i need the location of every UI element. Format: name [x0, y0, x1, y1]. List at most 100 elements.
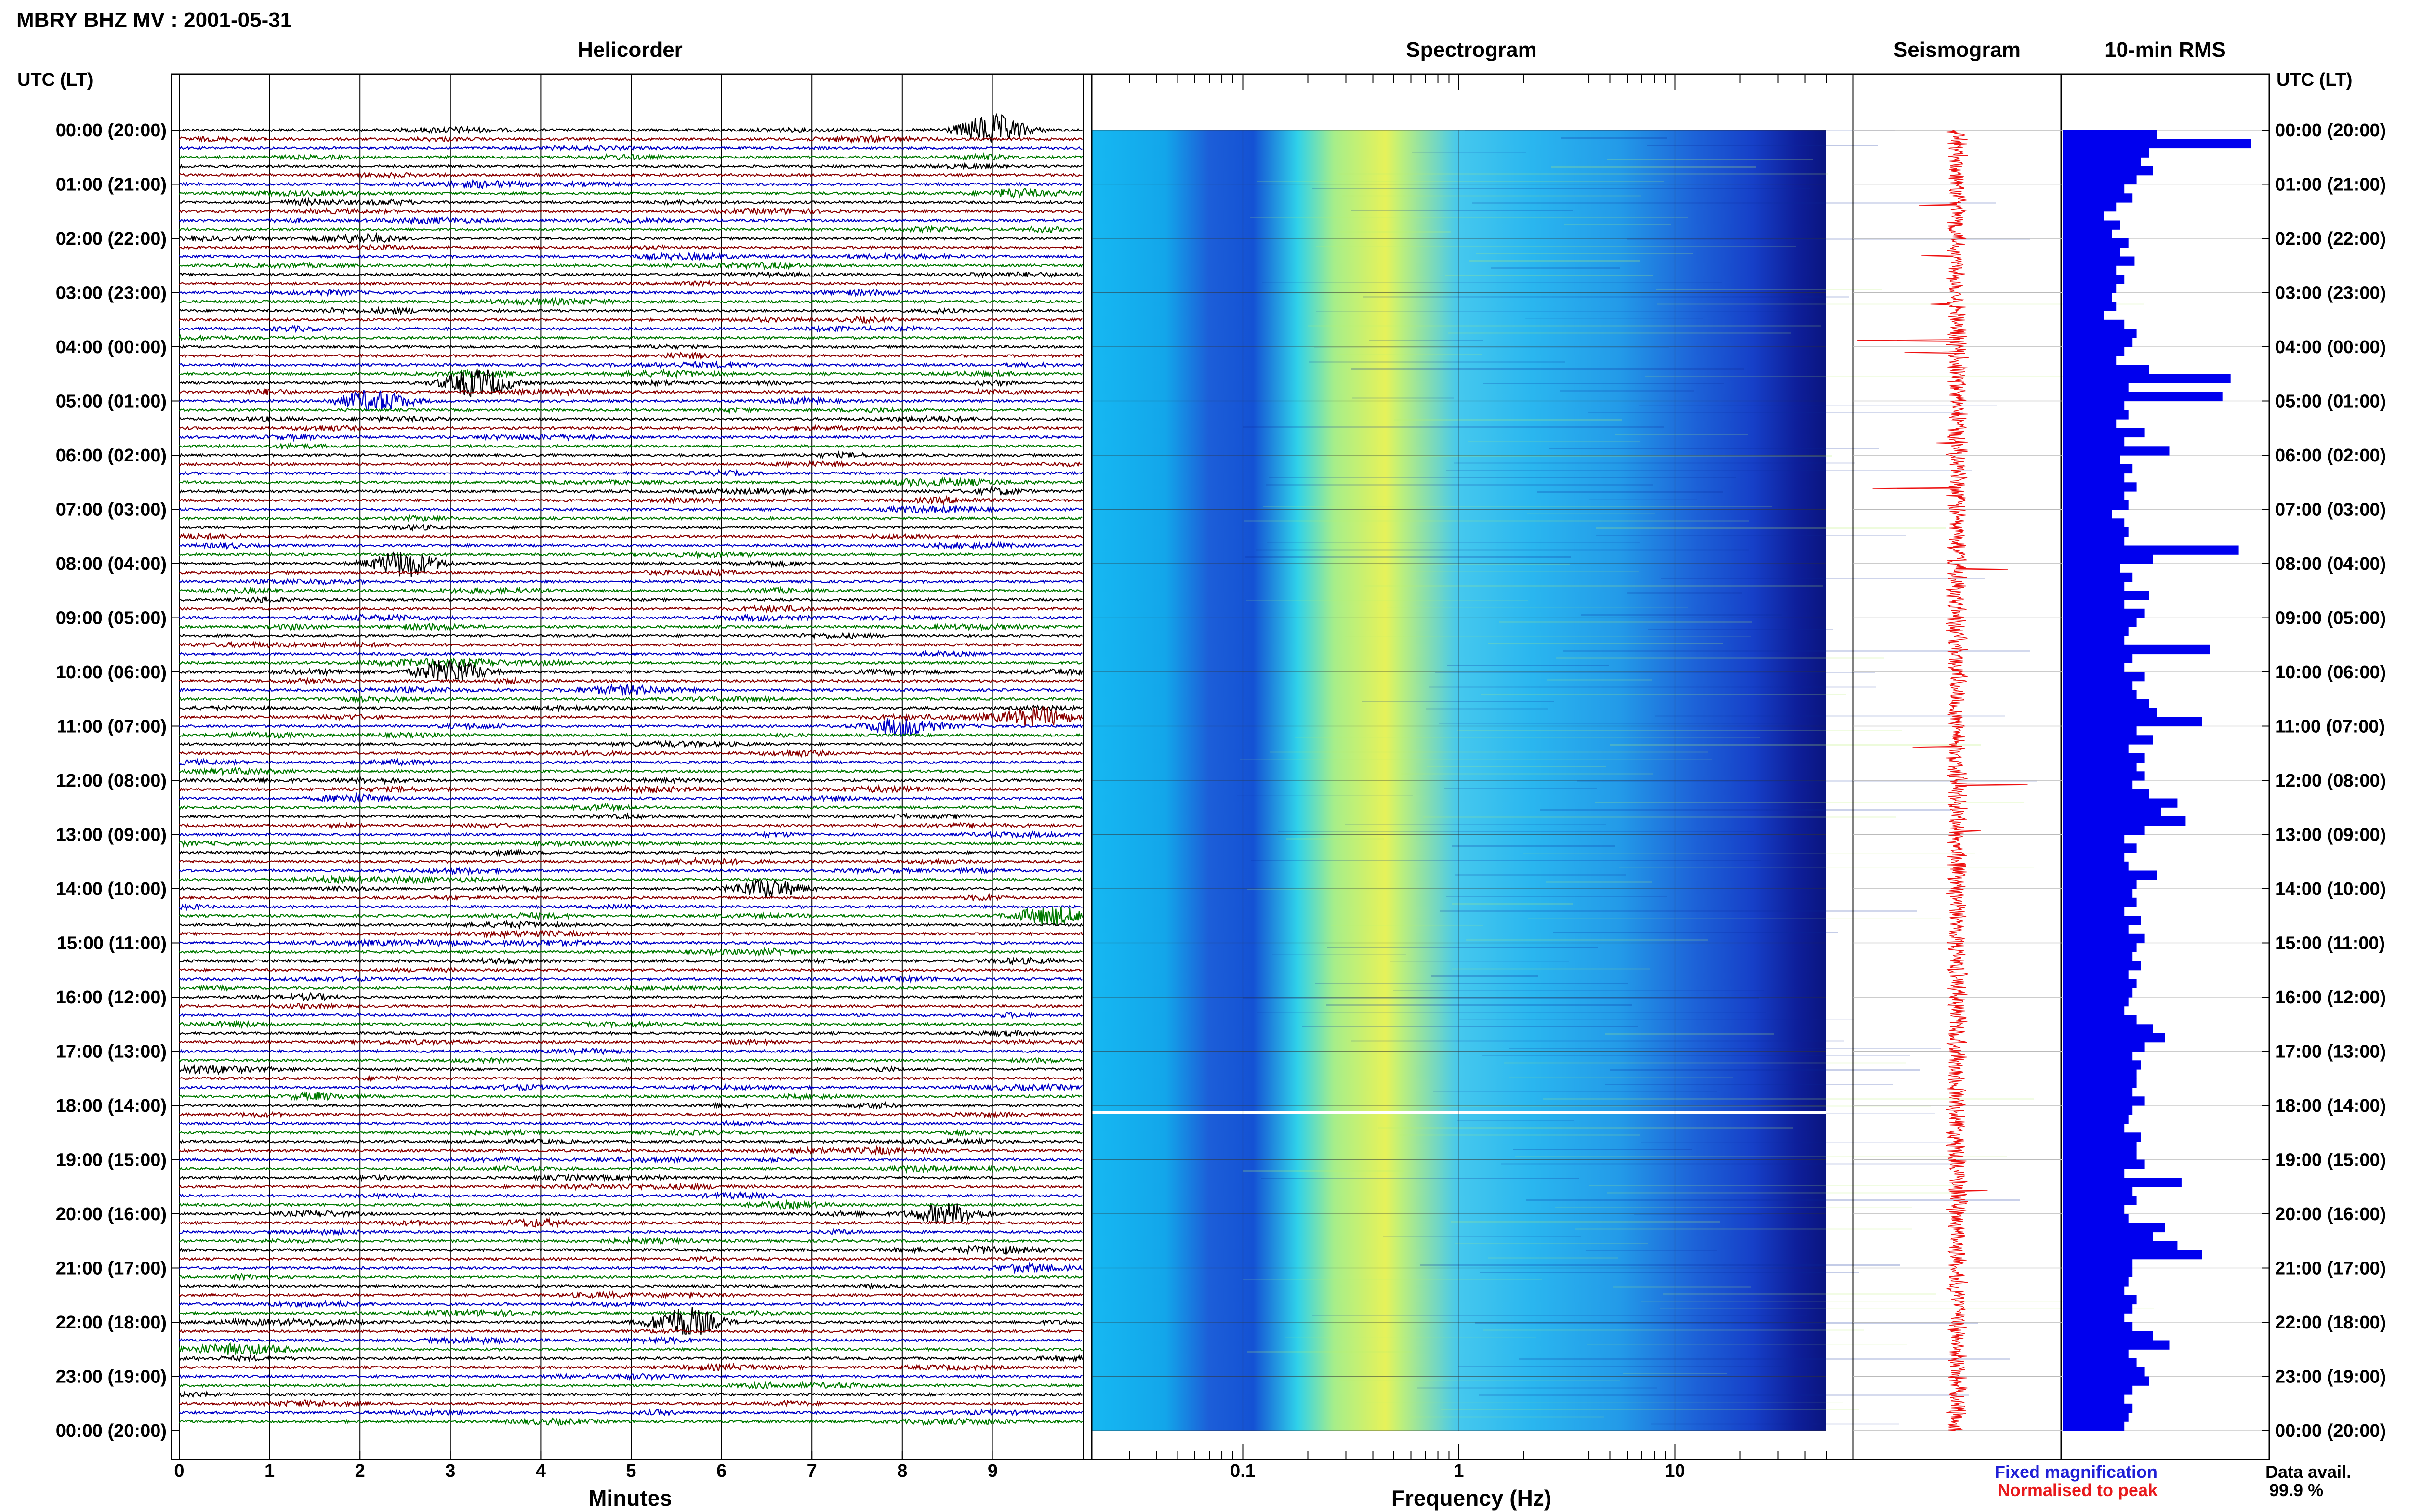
helicorder-trace-row [179, 1203, 1083, 1224]
rms-bar [2063, 943, 2137, 952]
rms-bar [2063, 1105, 2133, 1115]
spectrogram-streak [1607, 159, 1813, 160]
helicorder-trace-row [179, 279, 1083, 288]
helicorder-trace-row [179, 739, 1083, 749]
rms-bar [2063, 175, 2137, 185]
rms-bar [2063, 247, 2120, 257]
helicorder-trace-row [179, 316, 1083, 325]
rms-frame [2060, 73, 2270, 1460]
spectrogram-streak [1312, 188, 1810, 189]
time-label-left: 04:00 (00:00) [56, 337, 167, 357]
spectrogram-streak [1247, 889, 1418, 890]
rms-bar [2063, 735, 2153, 745]
rms-bar [2063, 1123, 2125, 1133]
helicorder-trace-row [179, 532, 1083, 541]
time-labels-right: 00:00 (20:00) 01:00 (21:00) 02:00 (22:00) 0… [2262, 120, 2386, 1441]
spectrogram-streak [1641, 1301, 2133, 1302]
spectrogram-streak [1491, 267, 1620, 269]
helicorder-trace-row [179, 368, 1083, 379]
time-label-left: 03:00 (23:00) [56, 283, 167, 303]
rms-bar [2063, 1033, 2165, 1043]
helicorder-trace-row [179, 1417, 1083, 1427]
rms-bar [2063, 572, 2133, 582]
spectrogram-streak [1412, 152, 1526, 153]
spectrogram-streak [1501, 1163, 1953, 1165]
rms-bar [2063, 1078, 2137, 1088]
rms-bar [2063, 211, 2104, 221]
rms-bar [2063, 618, 2137, 627]
spectrogram-streak [1352, 397, 1454, 399]
time-label-left: 09:00 (05:00) [56, 608, 167, 629]
time-label-left: 10:00 (06:00) [56, 662, 167, 683]
spectrogram-streak [1295, 737, 1760, 738]
helicorder-trace-row [179, 966, 1083, 973]
spectrogram-streak [1577, 780, 2037, 782]
helicorder-trace-row [179, 1217, 1083, 1228]
rms-bar [2063, 1132, 2141, 1142]
rms-bar [2063, 853, 2125, 862]
spectrogram-streak [1261, 1178, 1579, 1179]
time-label-right: 16:00 (12:00) [2275, 987, 2386, 1008]
helicorder-trace-row [179, 822, 1083, 830]
helicorder-trace-row [179, 585, 1083, 595]
rms-bar [2063, 428, 2145, 438]
helicorder-trace-row [179, 705, 1083, 728]
helicorder-trace-row [179, 938, 1083, 948]
spectrogram-streak [1406, 1105, 1931, 1107]
time-label-right: 03:00 (23:00) [2275, 283, 2386, 303]
time-label-right: 05:00 (01:00) [2275, 392, 2386, 412]
time-label-left: 22:00 (18:00) [56, 1313, 167, 1333]
spectrogram-streak [1627, 238, 2030, 240]
helicorder-trace-row [179, 848, 1083, 857]
helicorder-trace-row [179, 324, 1083, 333]
time-label-left: 19:00 (15:00) [56, 1150, 167, 1170]
time-labels-left: 00:00 (20:00) 01:00 (21:00) 02:00 (22:00) 0… [56, 120, 179, 1441]
rms-bar [2063, 374, 2231, 383]
spectrogram-streak [1340, 231, 1451, 233]
spectrogram-streak [1243, 1170, 1404, 1172]
time-label-left: 08:00 (04:00) [56, 554, 167, 574]
rms-bar [2063, 157, 2141, 167]
helicorder-trace-row [178, 1307, 1083, 1335]
helicorder-trace-row [179, 171, 1083, 179]
spectrogram-row-stripes [1237, 130, 2154, 1425]
spectrogram-streak [1326, 1004, 1632, 1006]
rms-bar [2063, 1322, 2133, 1332]
rms-bar [2063, 220, 2120, 230]
helicorder-trace-row [179, 476, 1083, 488]
rms-bar [2063, 1250, 2202, 1260]
helicorder-trace-row [179, 442, 1083, 451]
helicorder-trace-row [179, 541, 1083, 550]
helicorder-trace-row [179, 351, 1083, 361]
rms-bar [2063, 482, 2137, 492]
helicorder-tick-label: 3 [445, 1461, 455, 1481]
spectrogram-streak [1351, 368, 1744, 370]
rms-bar [2063, 1169, 2125, 1178]
spectrogram-streak [1648, 629, 1833, 630]
spectrogram-streak [1596, 535, 1906, 536]
spectrogram-streak [1364, 585, 1823, 587]
spectrogram-streak [1457, 1120, 1574, 1121]
helicorder-trace-row [179, 1111, 1083, 1119]
helicorder-trace-row [179, 523, 1083, 532]
time-label-right: 00:00 (20:00) [2275, 120, 2386, 141]
rms-bar [2063, 988, 2133, 998]
rms-bar [2063, 256, 2135, 266]
rms-bar [2063, 753, 2145, 763]
spectrogram-streak [1420, 1264, 1900, 1266]
helicorder-trace-row [179, 1038, 1083, 1046]
rms-bar [2063, 789, 2149, 799]
spectrogram-streak [1519, 1358, 2010, 1360]
helicorder-trace-row [179, 749, 1083, 758]
rms-bar [2063, 889, 2133, 898]
rms-bar [2063, 1150, 2137, 1160]
spectrogram-streak [1387, 607, 1688, 608]
spectrogram-streak [1245, 556, 1571, 558]
spectrogram-streak [1469, 260, 1640, 262]
helicorder-trace-row [179, 187, 1083, 199]
helicorder-trace-row [179, 903, 1083, 911]
spectrogram-streak [1546, 881, 1652, 883]
helicorder-trace-row [179, 161, 1083, 171]
spectrogram-streak [1647, 145, 1878, 146]
rms-bar [2063, 581, 2125, 591]
